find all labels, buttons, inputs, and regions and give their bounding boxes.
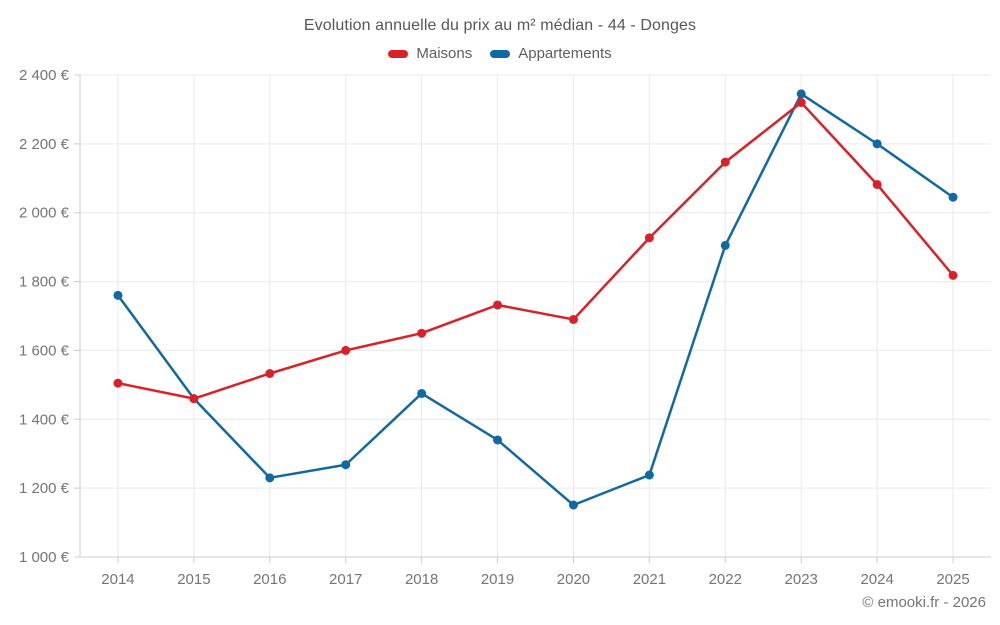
data-point-maisons-2018[interactable] [417,328,427,338]
data-point-maisons-2024[interactable] [872,179,882,189]
legend: Maisons Appartements [0,45,1000,62]
x-axis-label: 2014 [101,571,134,588]
data-point-maisons-2020[interactable] [568,314,578,324]
y-axis-label: 1 600 € [19,342,70,359]
data-point-maisons-2022[interactable] [720,157,730,167]
legend-swatch-appartements-icon [490,49,511,58]
x-axis-label: 2023 [785,571,818,588]
data-point-appartements-2021[interactable] [644,470,654,480]
data-point-appartements-2025[interactable] [948,192,958,202]
x-axis-label: 2020 [557,571,590,588]
data-point-maisons-2015[interactable] [189,394,199,404]
data-point-appartements-2023[interactable] [796,89,806,99]
data-point-appartements-2024[interactable] [872,139,882,149]
data-point-appartements-2018[interactable] [417,388,427,398]
x-axis-label: 2018 [405,571,438,588]
y-axis-label: 2 000 € [19,205,70,222]
x-axis-label: 2016 [253,571,286,588]
data-point-appartements-2022[interactable] [720,240,730,250]
data-point-maisons-2025[interactable] [948,270,958,280]
data-point-appartements-2020[interactable] [568,500,578,510]
data-point-appartements-2017[interactable] [341,460,351,470]
legend-label-maisons: Maisons [416,45,473,62]
y-axis-label: 1 000 € [19,549,70,566]
y-axis-label: 1 200 € [19,480,70,497]
x-axis-label: 2025 [936,571,969,588]
series-line-maisons [116,101,955,400]
y-axis-label: 1 800 € [19,274,70,291]
data-point-maisons-2019[interactable] [493,300,503,310]
copyright: © emooki.fr - 2026 [862,594,986,611]
data-point-appartements-2014[interactable] [113,290,123,300]
data-point-maisons-2023[interactable] [796,98,806,108]
legend-swatch-maisons-icon [388,49,409,58]
legend-item-maisons[interactable]: Maisons [388,45,472,62]
x-axis-label: 2022 [709,571,742,588]
data-point-maisons-2016[interactable] [265,368,275,378]
x-axis-label: 2017 [329,571,362,588]
data-point-appartements-2016[interactable] [265,473,275,483]
chart-title: Evolution annuelle du prix au m² médian … [303,17,697,34]
data-point-appartements-2019[interactable] [493,435,503,445]
y-axis-label: 1 400 € [19,411,70,428]
data-point-maisons-2014[interactable] [113,378,123,388]
x-axis-label: 2021 [633,571,666,588]
x-axis-label: 2015 [177,571,210,588]
x-axis-label: 2019 [481,571,514,588]
y-axis-label: 2 200 € [19,136,70,153]
legend-label-appartements: Appartements [518,45,612,62]
y-axis-label: 2 400 € [19,67,70,84]
legend-item-appartements[interactable]: Appartements [490,45,612,62]
x-axis-label: 2024 [860,571,893,588]
data-point-maisons-2017[interactable] [341,345,351,355]
data-point-maisons-2021[interactable] [644,233,654,243]
series-line-appartements [116,92,955,507]
